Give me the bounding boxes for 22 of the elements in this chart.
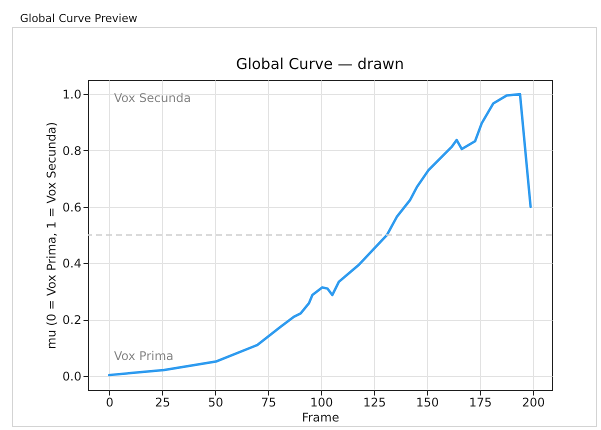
x-tick-label: 100: [310, 396, 334, 410]
y-tick-label: 0.6: [62, 200, 82, 214]
y-tick-label: 0.0: [62, 369, 82, 384]
x-axis-title: Frame: [302, 410, 340, 424]
x-tick-label: 200: [522, 396, 545, 410]
chart-title: Global Curve — drawn: [236, 55, 404, 73]
text: Global Curve Preview: [18, 12, 140, 25]
annotation: Vox Secunda: [114, 91, 191, 105]
annotation: Vox Prima: [114, 349, 174, 363]
line-series: [108, 92, 532, 376]
x-tick-label: 75: [260, 396, 276, 410]
x-tick-label: 150: [416, 396, 439, 410]
y-axis-title: mu (0 = Vox Prima, 1 = Vox Secunda): [44, 122, 58, 350]
x-tick-label: 50: [208, 396, 224, 410]
y-tick-label: 0.2: [62, 313, 82, 328]
x-tick-label: 0: [106, 396, 114, 410]
x-tick-label: 175: [469, 396, 492, 410]
y-tick-label: 0.4: [62, 256, 82, 271]
x-tick-label: 25: [155, 396, 170, 410]
y-tick-label: 0.8: [62, 144, 82, 158]
x-tick-label: 125: [363, 396, 386, 410]
y-tick-label: 1.0: [62, 88, 82, 102]
